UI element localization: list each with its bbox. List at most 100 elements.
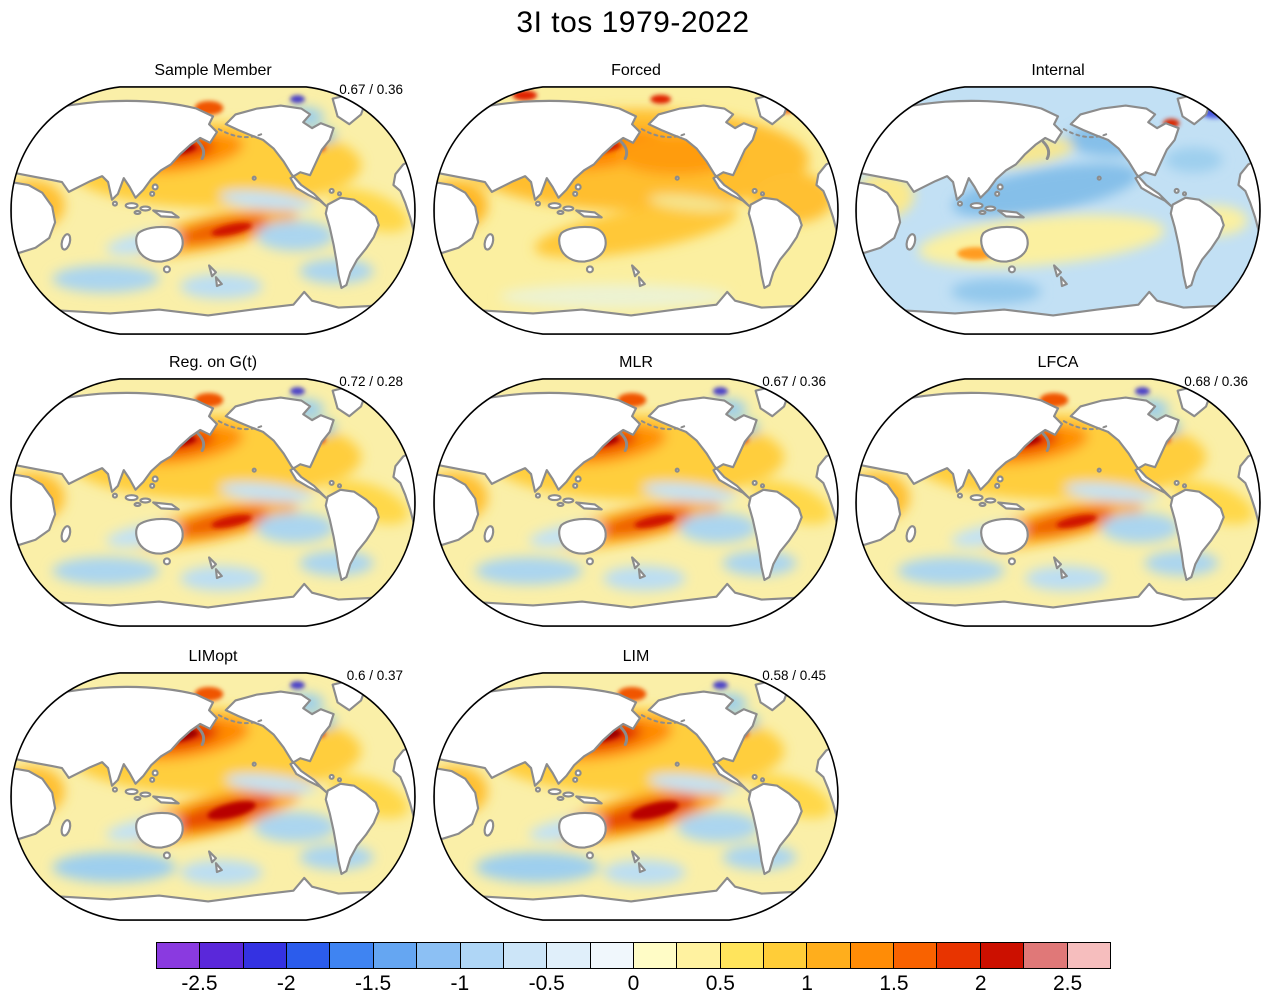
anomaly-blob	[679, 512, 758, 543]
anomaly-blob	[648, 773, 739, 794]
anomaly-blob	[950, 278, 1042, 305]
panel-title: LIM	[622, 648, 650, 665]
anomaly-blob	[52, 264, 160, 293]
colorbar-tick-label: 2.5	[1052, 972, 1083, 995]
colorbar-tick-label: -1.5	[354, 972, 392, 995]
colorbar-segment	[417, 943, 461, 968]
colorbar-segment	[200, 943, 244, 968]
colorbar-tick-label: 2	[974, 972, 987, 995]
anomaly-blob	[211, 514, 252, 528]
anomaly-blob	[603, 565, 686, 592]
anomaly-blob	[1165, 147, 1223, 173]
colorbar-tick-label: 0.5	[705, 972, 735, 995]
anomaly-blob	[648, 194, 731, 212]
colorbar-segment	[720, 943, 765, 968]
map-internal	[855, 86, 1261, 335]
panel-score: 0.58 / 0.45	[762, 668, 826, 683]
colorbar-segment	[547, 943, 591, 968]
map-sample-member	[10, 86, 416, 335]
map-mlr	[433, 378, 839, 627]
anomaly-blob	[1025, 565, 1108, 592]
anomaly-blob	[475, 556, 583, 585]
anomaly-blob	[180, 273, 263, 300]
colorbar	[156, 942, 1111, 969]
panel-forced: Forced	[430, 60, 842, 337]
anomaly-blob	[650, 94, 672, 104]
map-lim	[433, 672, 839, 921]
anomaly-blob	[180, 565, 263, 592]
panel-mlr: MLR 0.67 / 0.36	[430, 352, 842, 629]
map-lfca	[855, 378, 1261, 627]
colorbar-segment	[937, 943, 981, 968]
colorbar-segment	[330, 943, 374, 968]
anomaly-blob	[207, 801, 256, 820]
map-limopt	[10, 672, 416, 921]
panel-title: MLR	[619, 354, 653, 371]
anomaly-blob	[952, 163, 1140, 218]
colorbar-segment	[287, 943, 331, 968]
anomaly-blob	[712, 387, 728, 396]
anomaly-blob	[254, 811, 337, 843]
colorbar-segment	[1067, 943, 1110, 968]
anomaly-blob	[211, 222, 252, 236]
panel-title: LIMopt	[188, 648, 238, 665]
colorbar-segment	[980, 943, 1025, 968]
colorbar-segment	[243, 943, 288, 968]
panel-reg-on-g-t: Reg. on G(t) 0.72 / 0.28	[7, 352, 419, 629]
panel-lim: LIM 0.58 / 0.45	[430, 646, 842, 923]
colorbar-ticks: -2.5 -2 -1.5 -1 -0.5 0 0.5 1 1.5 2 2.5	[156, 972, 1111, 1000]
panel-sample-member: Sample Member 0.67 / 0.36	[7, 60, 419, 337]
anomaly-blob	[512, 90, 538, 101]
anomaly-blob	[1134, 387, 1150, 396]
anomaly-blob	[52, 852, 176, 883]
anomaly-blob	[1056, 514, 1097, 528]
panel-title: LFCA	[1037, 354, 1079, 371]
colorbar-segment	[373, 943, 418, 968]
anomaly-blob	[256, 512, 335, 543]
colorbar-segment	[850, 943, 895, 968]
anomaly-blob	[289, 387, 305, 396]
colorbar-tick-label: -2.5	[181, 972, 218, 995]
figure-title: 3I tos 1979-2022	[516, 6, 750, 39]
colorbar-tick-label: -0.5	[528, 972, 565, 995]
colorbar-segment	[1024, 943, 1068, 968]
anomaly-blob	[289, 95, 305, 104]
anomaly-blob	[642, 482, 737, 503]
map-forced	[433, 86, 839, 335]
panel-score: 0.72 / 0.28	[339, 374, 403, 389]
anomaly-blob	[1064, 482, 1159, 503]
anomaly-blob	[677, 811, 760, 843]
colorbar-tick-label: -1	[450, 972, 470, 995]
anomaly-blob	[52, 556, 160, 585]
panel-internal: Internal	[852, 60, 1264, 337]
panel-limopt: LIMopt 0.6 / 0.37	[7, 646, 419, 923]
colorbar-segment	[157, 943, 201, 968]
anomaly-blob	[1101, 512, 1180, 543]
anomaly-blob	[256, 220, 335, 251]
colorbar-segment	[807, 943, 851, 968]
anomaly-blob	[897, 556, 1005, 585]
panel-score: 0.68 / 0.36	[1184, 374, 1248, 389]
colorbar-segment	[633, 943, 678, 968]
colorbar-segment	[677, 943, 721, 968]
colorbar-tick-label: -2	[276, 972, 296, 995]
anomaly-blob	[289, 681, 305, 690]
colorbar-tick-label: 0	[627, 972, 640, 995]
anomaly-blob	[895, 94, 916, 105]
map-reg-on-g-t	[10, 378, 416, 627]
panel-score: 0.67 / 0.36	[762, 374, 826, 389]
anomaly-blob	[219, 482, 314, 503]
anomaly-blob	[630, 801, 679, 820]
panel-title: Reg. on G(t)	[168, 354, 258, 371]
anomaly-blob	[180, 859, 263, 886]
panel-score: 0.6 / 0.37	[346, 668, 403, 683]
anomaly-blob	[603, 859, 686, 886]
panel-title: Internal	[1031, 62, 1085, 79]
anomaly-blob	[475, 852, 599, 883]
colorbar-segment	[503, 943, 548, 968]
panel-lfca: LFCA 0.68 / 0.36	[852, 352, 1264, 629]
panel-score: 0.67 / 0.36	[339, 82, 403, 97]
colorbar-tick-label: 1	[801, 972, 813, 995]
anomaly-blob	[712, 681, 728, 690]
